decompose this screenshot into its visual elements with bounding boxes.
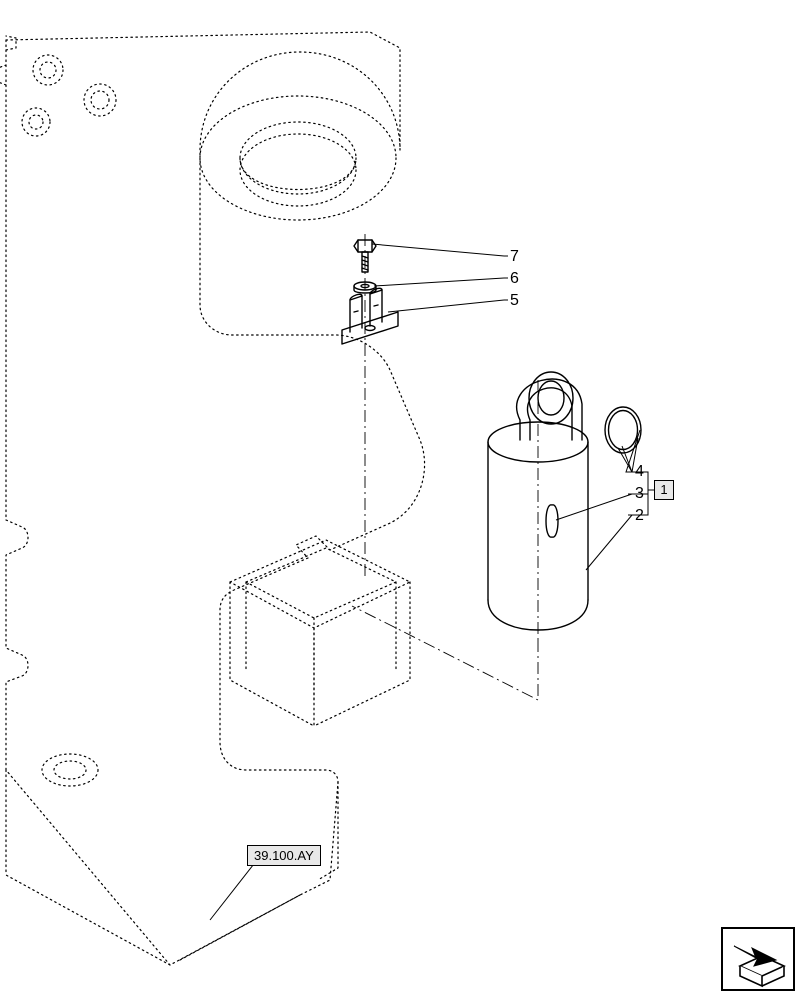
ghost-geometry — [0, 32, 425, 965]
part-o-ring — [605, 407, 641, 453]
diagram-canvas: 7 6 5 4 3 2 1 39.100.AY — [0, 0, 804, 1000]
line-art — [0, 0, 804, 1000]
callout-3: 3 — [635, 485, 644, 503]
corner-icon-graphic — [722, 928, 794, 990]
callout-6: 6 — [510, 270, 519, 288]
assembly-ref-1: 1 — [654, 480, 674, 500]
callout-2: 2 — [635, 507, 644, 525]
callout-5: 5 — [510, 292, 519, 310]
part-clip — [342, 288, 398, 344]
part-pin-handle — [517, 372, 582, 440]
callout-4: 4 — [635, 463, 644, 481]
section-ref-box: 39.100.AY — [247, 845, 321, 866]
callout-7: 7 — [510, 248, 519, 266]
solid-parts — [342, 240, 641, 630]
